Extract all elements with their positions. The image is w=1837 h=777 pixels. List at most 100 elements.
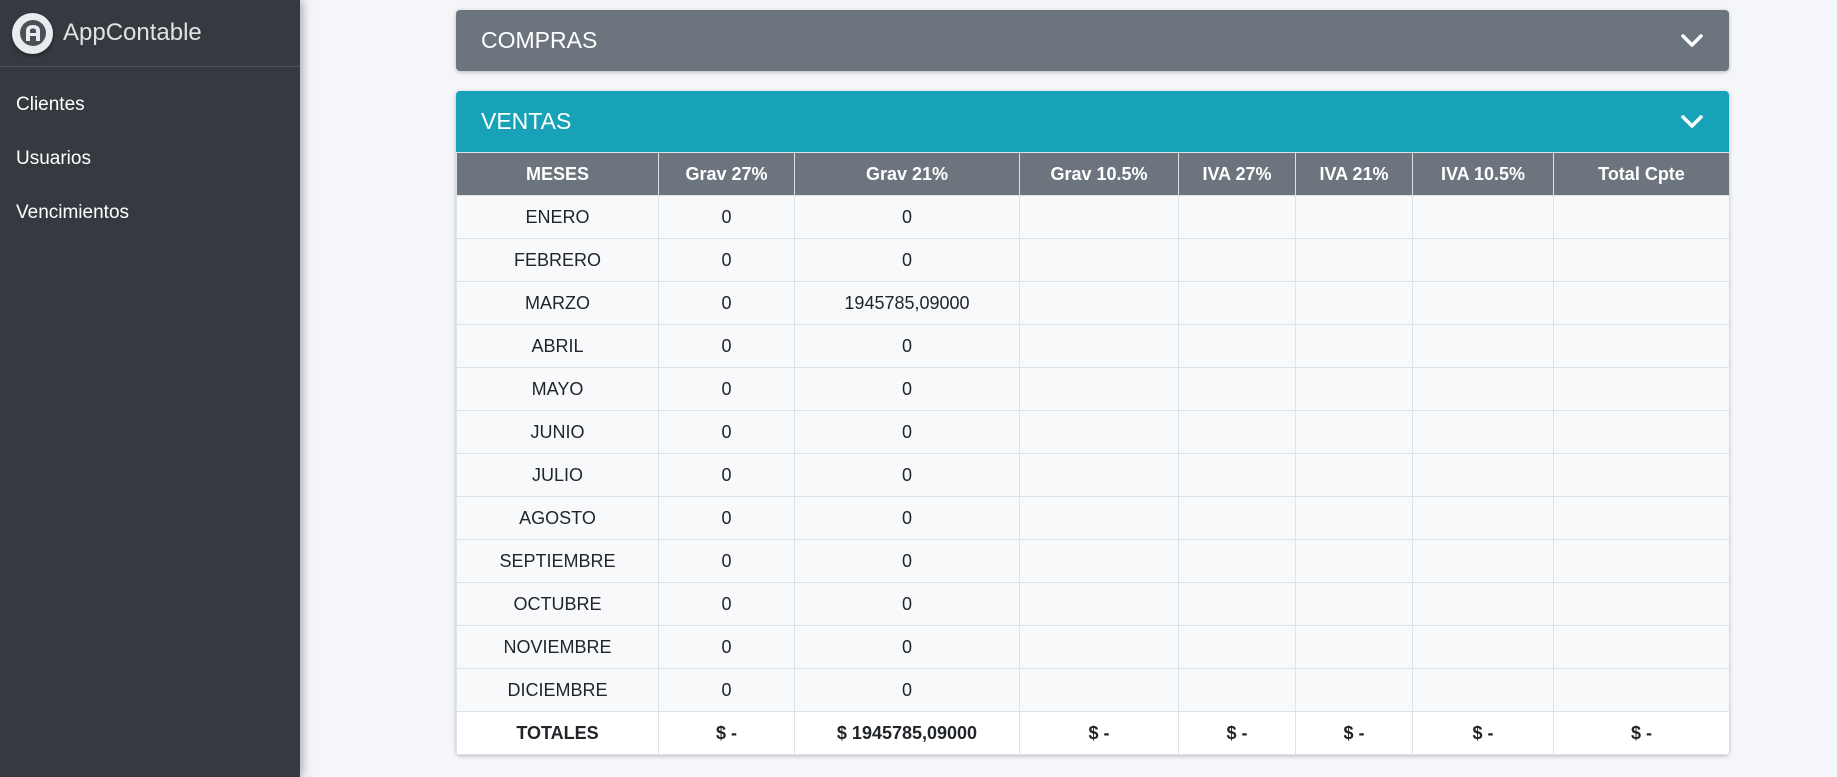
value-cell — [1553, 367, 1729, 411]
value-cell — [1412, 539, 1554, 583]
column-header: Grav 10.5% — [1019, 152, 1179, 196]
value-cell: 0 — [658, 453, 795, 497]
value-cell — [1178, 582, 1296, 626]
ventas-header[interactable]: VENTAS — [456, 91, 1729, 152]
value-cell — [1553, 453, 1729, 497]
value-cell: 0 — [658, 195, 795, 239]
value-cell — [1412, 496, 1554, 540]
value-cell — [1178, 410, 1296, 454]
value-cell — [1019, 324, 1179, 368]
column-header: MESES — [456, 152, 659, 196]
table-row: ENERO 0 0 — [456, 195, 1729, 239]
value-cell — [1295, 410, 1413, 454]
table-row: DICIEMBRE 0 0 — [456, 668, 1729, 712]
value-cell — [1178, 625, 1296, 669]
table-row: FEBRERO 0 0 — [456, 238, 1729, 282]
month-cell: DICIEMBRE — [456, 668, 659, 712]
value-cell — [1553, 625, 1729, 669]
value-cell — [1019, 367, 1179, 411]
value-cell — [1412, 238, 1554, 282]
value-cell — [1019, 496, 1179, 540]
table-row: JUNIO 0 0 — [456, 410, 1729, 454]
month-cell: ABRIL — [456, 324, 659, 368]
table-row: AGOSTO 0 0 — [456, 496, 1729, 540]
column-header: Grav 21% — [794, 152, 1020, 196]
sidebar-nav: Clientes Usuarios Vencimientos — [0, 67, 300, 240]
column-header: IVA 10.5% — [1412, 152, 1554, 196]
total-cell: $ - — [1295, 711, 1413, 755]
value-cell — [1295, 367, 1413, 411]
value-cell — [1019, 281, 1179, 325]
value-cell — [1019, 668, 1179, 712]
sidebar-item-usuarios[interactable]: Usuarios — [16, 148, 91, 169]
month-cell: FEBRERO — [456, 238, 659, 282]
total-cell: $ - — [1178, 711, 1296, 755]
sidebar-item-clientes[interactable]: Clientes — [16, 94, 85, 115]
month-cell: MARZO — [456, 281, 659, 325]
value-cell: 0 — [794, 668, 1020, 712]
value-cell — [1295, 539, 1413, 583]
totals-label: TOTALES — [456, 711, 659, 755]
table-header-row: MESES Grav 27% Grav 21% Grav 10.5% IVA 27% IV… — [456, 152, 1729, 196]
main-content: COMPRAS VENTAS MESES Grav 27% Grav 21% Grav… — [300, 0, 1837, 777]
value-cell — [1178, 367, 1296, 411]
value-cell — [1412, 281, 1554, 325]
total-cell: $ - — [1553, 711, 1729, 755]
value-cell: 0 — [794, 367, 1020, 411]
value-cell — [1412, 625, 1554, 669]
value-cell: 0 — [794, 410, 1020, 454]
value-cell: 0 — [658, 496, 795, 540]
ventas-title: VENTAS — [481, 108, 572, 134]
value-cell — [1019, 625, 1179, 669]
value-cell — [1178, 453, 1296, 497]
value-cell: 0 — [658, 668, 795, 712]
compras-header[interactable]: COMPRAS — [456, 10, 1729, 71]
totals-row: TOTALES $ - $ 1945785,09000 $ - $ - $ - $ - $ - — [456, 711, 1729, 755]
value-cell — [1295, 496, 1413, 540]
value-cell: 0 — [794, 496, 1020, 540]
chevron-down-icon[interactable] — [1679, 112, 1705, 132]
value-cell: 0 — [658, 410, 795, 454]
value-cell — [1295, 625, 1413, 669]
table-row: MARZO 0 1945785,09000 — [456, 281, 1729, 325]
value-cell — [1019, 238, 1179, 282]
chevron-down-icon[interactable] — [1679, 31, 1705, 51]
brand[interactable]: AppContable — [0, 0, 300, 67]
value-cell: 1945785,09000 — [794, 281, 1020, 325]
compras-title: COMPRAS — [481, 27, 598, 53]
value-cell — [1295, 582, 1413, 626]
column-header: Total Cpte — [1553, 152, 1729, 196]
table-row: ABRIL 0 0 — [456, 324, 1729, 368]
value-cell: 0 — [794, 238, 1020, 282]
ventas-card: VENTAS MESES Grav 27% Grav 21% Grav 10.5% IV… — [456, 91, 1729, 755]
sidebar: AppContable Clientes Usuarios Vencimient… — [0, 0, 300, 777]
month-cell: AGOSTO — [456, 496, 659, 540]
value-cell — [1412, 324, 1554, 368]
month-cell: NOVIEMBRE — [456, 625, 659, 669]
compras-card: COMPRAS — [456, 10, 1729, 71]
table-row: NOVIEMBRE 0 0 — [456, 625, 1729, 669]
value-cell: 0 — [658, 324, 795, 368]
ventas-table: MESES Grav 27% Grav 21% Grav 10.5% IVA 27% IV… — [456, 152, 1729, 755]
total-cell: $ 1945785,09000 — [794, 711, 1020, 755]
app-title: AppContable — [63, 19, 202, 46]
value-cell — [1019, 453, 1179, 497]
value-cell — [1295, 281, 1413, 325]
value-cell — [1178, 496, 1296, 540]
sidebar-item-vencimientos[interactable]: Vencimientos — [16, 202, 130, 223]
month-cell: SEPTIEMBRE — [456, 539, 659, 583]
value-cell: 0 — [658, 582, 795, 626]
value-cell — [1178, 281, 1296, 325]
value-cell — [1553, 496, 1729, 540]
value-cell — [1553, 238, 1729, 282]
column-header: IVA 27% — [1178, 152, 1296, 196]
column-header: IVA 21% — [1295, 152, 1413, 196]
value-cell — [1019, 539, 1179, 583]
value-cell — [1553, 324, 1729, 368]
value-cell — [1295, 668, 1413, 712]
value-cell: 0 — [658, 281, 795, 325]
value-cell — [1412, 195, 1554, 239]
value-cell — [1412, 668, 1554, 712]
total-cell: $ - — [1019, 711, 1179, 755]
app-logo-icon — [12, 12, 53, 54]
